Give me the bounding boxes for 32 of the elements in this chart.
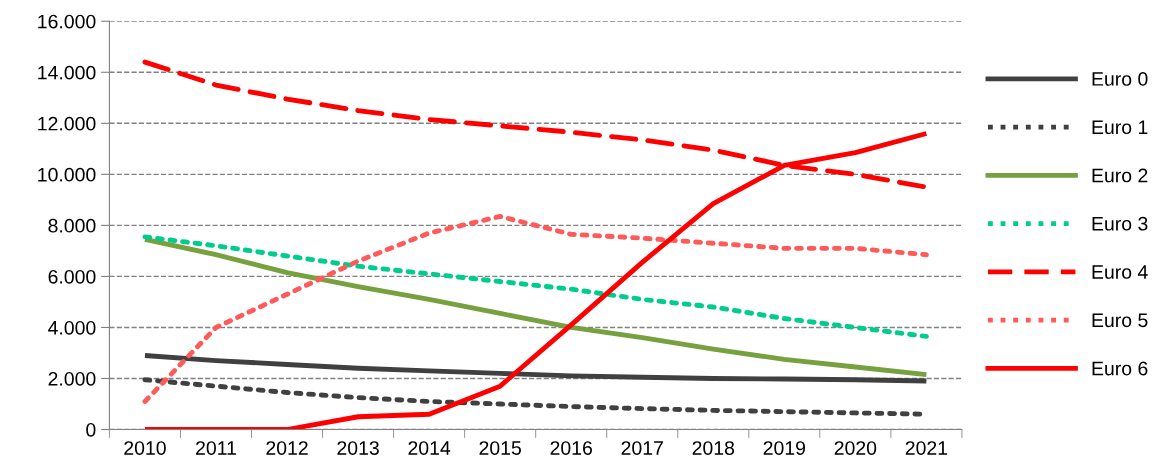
x-tick-label: 2020 xyxy=(834,441,877,455)
legend-label: Euro 0 xyxy=(1092,72,1148,86)
line-series xyxy=(142,353,929,384)
legend-label: Euro 4 xyxy=(1092,265,1148,279)
x-tick-label: 2017 xyxy=(621,441,663,455)
line-series xyxy=(142,214,929,404)
y-tick-label: 16.000 xyxy=(38,14,96,29)
x-tick-label: 2015 xyxy=(479,441,521,455)
legend-label: Euro 2 xyxy=(1092,168,1148,183)
x-tick-label: 2021 xyxy=(905,441,948,455)
line-series xyxy=(142,236,929,378)
x-tick-label: 2014 xyxy=(408,441,451,455)
x-tick-label: 2012 xyxy=(266,441,308,455)
legend-label: Euro 6 xyxy=(1092,361,1148,376)
x-tick-label: 2016 xyxy=(550,441,592,455)
x-tick-label: 2011 xyxy=(196,441,236,455)
line-series xyxy=(142,234,929,339)
x-tick-label: 2019 xyxy=(763,441,806,455)
y-tick-label: 2.000 xyxy=(48,371,96,386)
x-tick-label: 2018 xyxy=(692,441,735,455)
x-tick-label: 2010 xyxy=(124,441,166,455)
y-tick-label: 8.000 xyxy=(48,218,96,233)
y-tick-label: 6.000 xyxy=(48,269,96,284)
y-tick-label: 4.000 xyxy=(48,320,96,335)
x-tick-label: 2013 xyxy=(337,441,379,455)
y-tick-label: 0 xyxy=(86,422,96,437)
y-tick-label: 12.000 xyxy=(38,116,96,131)
legend-label: Euro 3 xyxy=(1092,216,1148,231)
legend-label: Euro 5 xyxy=(1092,313,1148,328)
y-tick-label: 14.000 xyxy=(38,65,96,80)
y-tick-label: 10.000 xyxy=(38,167,96,182)
legend-label: Euro 1 xyxy=(1092,120,1148,135)
